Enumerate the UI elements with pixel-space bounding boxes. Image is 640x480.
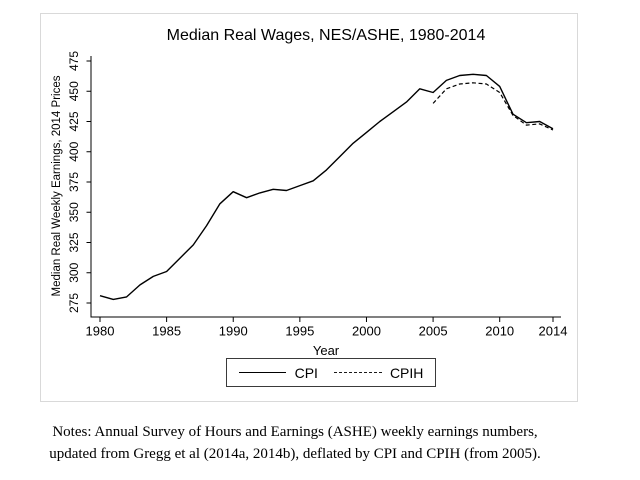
legend-label-cpi: CPI <box>294 364 318 381</box>
y-tick-label: 300 <box>67 262 81 282</box>
x-tick-label: 1990 <box>219 324 248 339</box>
x-tick-label: 1995 <box>285 324 314 339</box>
y-tick-label: 350 <box>67 202 81 222</box>
cpih-line-sample <box>333 372 382 373</box>
x-tick-label: 2000 <box>352 324 381 339</box>
y-tick-label: 475 <box>67 51 81 71</box>
y-tick-label: 450 <box>67 81 81 101</box>
chart-title: Median Real Wages, NES/ASHE, 1980-2014 <box>166 27 486 44</box>
series-cpih <box>432 82 554 131</box>
x-tick-label: 1980 <box>86 324 115 339</box>
legend-label-cpih: CPIH <box>389 364 424 381</box>
legend: CPI CPIH <box>226 358 436 387</box>
notes-line1: Notes: Annual Survey of Hours and Earnin… <box>52 424 538 440</box>
axes <box>90 56 561 318</box>
y-tick-label: 375 <box>67 172 81 192</box>
y-tick-label: 275 <box>67 293 81 313</box>
y-tick-label: 325 <box>67 232 81 252</box>
x-tick-label: 2005 <box>419 324 448 339</box>
chart-figure: Median Real Wages, NES/ASHE, 1980-2014 M… <box>40 13 578 402</box>
cpi-line-sample <box>238 372 286 373</box>
x-tick-label: 2014 <box>539 324 568 339</box>
notes: Notes: Annual Survey of Hours and Earnin… <box>15 421 575 465</box>
series-cpi <box>99 73 554 301</box>
y-tick-label: 425 <box>67 111 81 131</box>
notes-line2: updated from Gregg et al (2014a, 2014b),… <box>49 446 541 462</box>
x-tick-label: 2010 <box>485 324 514 339</box>
plot-area: 275 300 325 350 375 400 425 450 475 1980 1985 1990 1… <box>67 51 568 339</box>
x-tick-label: 1985 <box>152 324 181 339</box>
y-tick-label: 400 <box>67 141 81 161</box>
x-axis-title: Year <box>312 343 340 358</box>
